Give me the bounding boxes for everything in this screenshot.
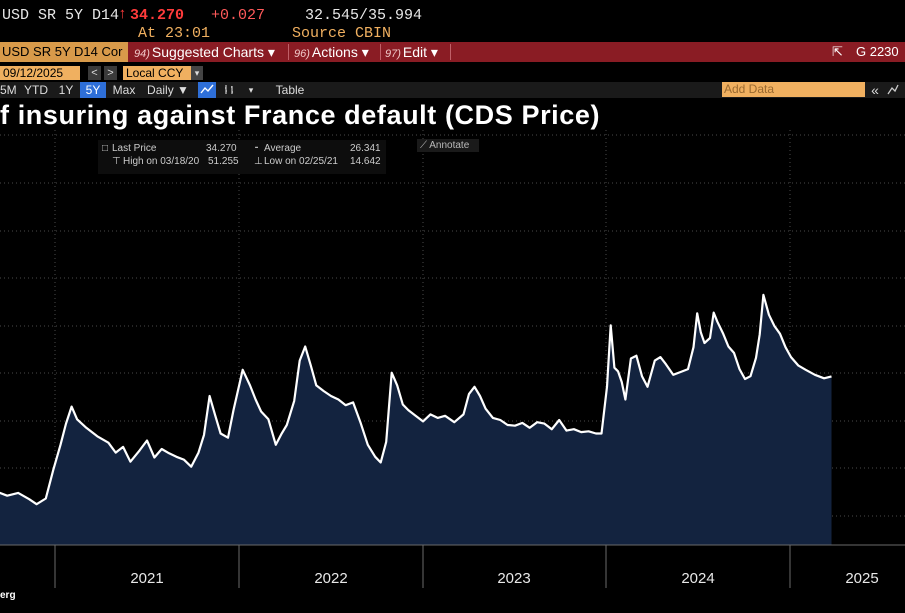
x-tick-label: 2022 — [314, 570, 347, 587]
annotate-button[interactable]: ⟋ Annotate — [417, 139, 479, 152]
menu-separator — [450, 44, 451, 60]
suggested-charts-menu[interactable]: 94) Suggested Charts ▾ — [134, 42, 275, 62]
pencil-icon: ⟋ — [420, 140, 427, 151]
chart-type-icon[interactable] — [886, 82, 900, 98]
average-label: Average — [264, 143, 302, 154]
export-icon[interactable]: ⇱ — [832, 44, 843, 59]
prev-period-button[interactable]: < — [88, 66, 101, 80]
period-1y-button[interactable]: 1Y — [58, 83, 74, 97]
up-arrow-icon: ↑ — [118, 6, 128, 23]
high-value: 51.255 — [208, 156, 239, 167]
next-period-button[interactable]: > — [104, 66, 117, 80]
menu-separator — [288, 44, 289, 60]
source-credit: erg — [0, 590, 16, 601]
legend-marker-icon: □ — [102, 143, 109, 154]
average-value: 26.341 — [350, 143, 381, 154]
ticker-header: USD SR 5Y D14 ↑ 34.270 +0.027 32.545/35.… — [0, 0, 905, 44]
menu-bar: USD SR 5Y D14 Cor 94) Suggested Charts ▾ … — [0, 42, 905, 62]
quote-source: Source CBIN — [292, 25, 392, 42]
date-row: 09/12/2025 < > Local CCY ▾ — [0, 64, 905, 81]
period-max-button[interactable]: Max — [112, 83, 136, 97]
period-5y-button[interactable]: 5Y — [80, 82, 106, 98]
price-range: 32.545/35.994 — [305, 7, 423, 24]
annotate-label: Annotate — [429, 140, 470, 151]
chart-title: f insuring against France default (CDS P… — [0, 100, 601, 130]
menu-label: Suggested Charts ▾ — [151, 44, 275, 60]
chart-type-dropdown-icon[interactable]: ▾ — [248, 85, 254, 95]
currency-label: Local CCY — [126, 66, 184, 80]
menu-label: Actions ▾ — [311, 44, 369, 60]
low-value: 14.642 — [350, 156, 381, 167]
x-tick-label: 2023 — [497, 570, 530, 587]
menu-number: 97) — [385, 48, 401, 60]
start-date-input[interactable]: 09/12/2025 — [0, 66, 80, 80]
quote-time: At 23:01 — [138, 25, 211, 42]
security-field[interactable]: USD SR 5Y D14 Cor — [0, 42, 128, 62]
chevron-down-icon: ▾ — [191, 66, 203, 80]
table-button[interactable]: Table — [275, 83, 305, 97]
edit-menu[interactable]: 97) Edit ▾ — [385, 42, 438, 62]
menu-number: 96) — [294, 48, 310, 60]
last-price-value: 34.270 — [206, 143, 237, 154]
low-icon: ⊥ — [254, 156, 263, 167]
last-price-label: Last Price — [112, 143, 157, 154]
currency-select[interactable]: Local CCY ▾ — [123, 66, 203, 80]
price-change: +0.027 — [211, 7, 266, 24]
last-price: 34.270 — [130, 7, 185, 24]
actions-menu[interactable]: 96) Actions ▾ — [294, 42, 369, 62]
x-tick-label: 2024 — [681, 570, 714, 587]
add-data-input[interactable]: Add Data — [722, 82, 865, 97]
cds-price-chart[interactable]: 2021 2022 2023 2024 2025 — [0, 130, 905, 600]
bar-chart-icon[interactable] — [222, 82, 238, 98]
x-tick-label: 2021 — [130, 570, 163, 587]
period-toolbar: 5M YTD 1Y 5Y Max Daily ▼ ▾ Table Add Dat… — [0, 82, 905, 98]
scroll-left-icon[interactable]: « — [871, 82, 879, 98]
function-code[interactable]: G 2230 — [856, 44, 899, 59]
low-label: Low on 02/25/21 — [264, 156, 338, 167]
period-5m-button[interactable]: 5M — [0, 83, 17, 97]
high-label: High on 03/18/20 — [123, 156, 200, 167]
line-chart-icon[interactable] — [198, 82, 216, 98]
chart-legend: □ Last Price 34.270 ⁃ Average 26.341 ⊤ H… — [98, 140, 386, 174]
period-ytd-button[interactable]: YTD — [24, 83, 48, 97]
average-icon: ⁃ — [254, 143, 259, 154]
menu-number: 94) — [134, 48, 150, 60]
price-line — [0, 293, 832, 506]
menu-separator — [380, 44, 381, 60]
price-area — [0, 294, 832, 545]
x-tick-label: 2025 — [845, 570, 878, 587]
frequency-select[interactable]: Daily ▼ — [147, 83, 189, 97]
x-axis-labels: 2021 2022 2023 2024 2025 — [130, 570, 878, 587]
ticker-name: USD SR 5Y D14 — [2, 7, 120, 24]
high-icon: ⊤ — [112, 156, 121, 167]
menu-label: Edit ▾ — [402, 44, 438, 60]
